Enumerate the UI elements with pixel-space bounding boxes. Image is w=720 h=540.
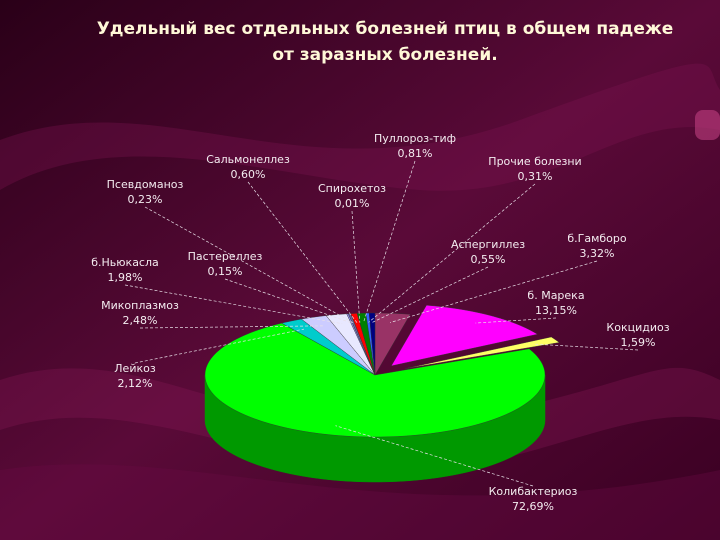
slice-value-label: 0,60% xyxy=(231,168,266,181)
slice-value-label: 0,81% xyxy=(398,147,433,160)
pie-slice xyxy=(204,322,546,438)
decor xyxy=(0,464,720,540)
slice-value-label: 2,48% xyxy=(123,314,158,327)
leader-line xyxy=(335,425,534,487)
slice-value-label: 0,31% xyxy=(518,170,553,183)
pie-slice xyxy=(405,336,560,369)
slice-label: Аспергиллез xyxy=(451,238,525,251)
leader-line xyxy=(368,183,536,323)
leader-line xyxy=(372,266,489,323)
slice-label: б. Марека xyxy=(527,289,584,302)
pie-slice xyxy=(374,312,411,376)
slice-label: Лейкоз xyxy=(114,362,156,375)
pie-slice xyxy=(368,312,376,376)
decor xyxy=(0,63,720,191)
slice-label: Сальмонеллез xyxy=(206,153,290,166)
slice-label: Пастереллез xyxy=(188,250,263,263)
slice-value-label: 1,59% xyxy=(621,336,656,349)
slice-label: Микоплазмоз xyxy=(101,299,179,312)
slice-value-label: 0,23% xyxy=(128,193,163,206)
slice-value-label: 72,69% xyxy=(512,500,554,513)
slice-value-label: 0,01% xyxy=(335,197,370,210)
decor xyxy=(0,367,720,471)
slice-value-label: 0,15% xyxy=(208,265,243,278)
leader-line xyxy=(532,343,639,351)
slice-value-label: 1,98% xyxy=(108,271,143,284)
slice-label: Пуллороз-тиф xyxy=(374,132,456,145)
leader-line xyxy=(139,325,323,329)
pie-slice xyxy=(300,315,376,376)
leader-line xyxy=(475,317,557,324)
slice-label: Кокцидиоз xyxy=(606,321,669,334)
pie-slice xyxy=(281,318,376,376)
leader-line xyxy=(363,160,416,323)
slice-label: Псевдоманоз xyxy=(107,178,184,191)
slice-value-label: 2,12% xyxy=(118,377,153,390)
slice-label: Прочие болезни xyxy=(488,155,581,168)
pie-slice xyxy=(390,305,539,367)
slice-label: б.Ньюкасла xyxy=(91,256,159,269)
leader-line xyxy=(389,260,598,323)
slice-value-label: 0,55% xyxy=(471,253,506,266)
decor xyxy=(695,110,720,140)
slice-value-label: 13,15% xyxy=(535,304,577,317)
slice-label: Спирохетоз xyxy=(318,182,386,195)
pie-slice xyxy=(325,313,376,376)
leader-line xyxy=(351,210,361,323)
leader-line xyxy=(224,278,352,324)
slice-label: Колибактериоз xyxy=(489,485,578,498)
slice-value-label: 3,32% xyxy=(580,247,615,260)
slice-label: б.Гамборо xyxy=(567,232,627,245)
leader-line xyxy=(134,328,305,364)
chart-title: Удельный вес отдельных болезней птиц в о… xyxy=(97,19,674,65)
leader-line xyxy=(124,284,343,325)
